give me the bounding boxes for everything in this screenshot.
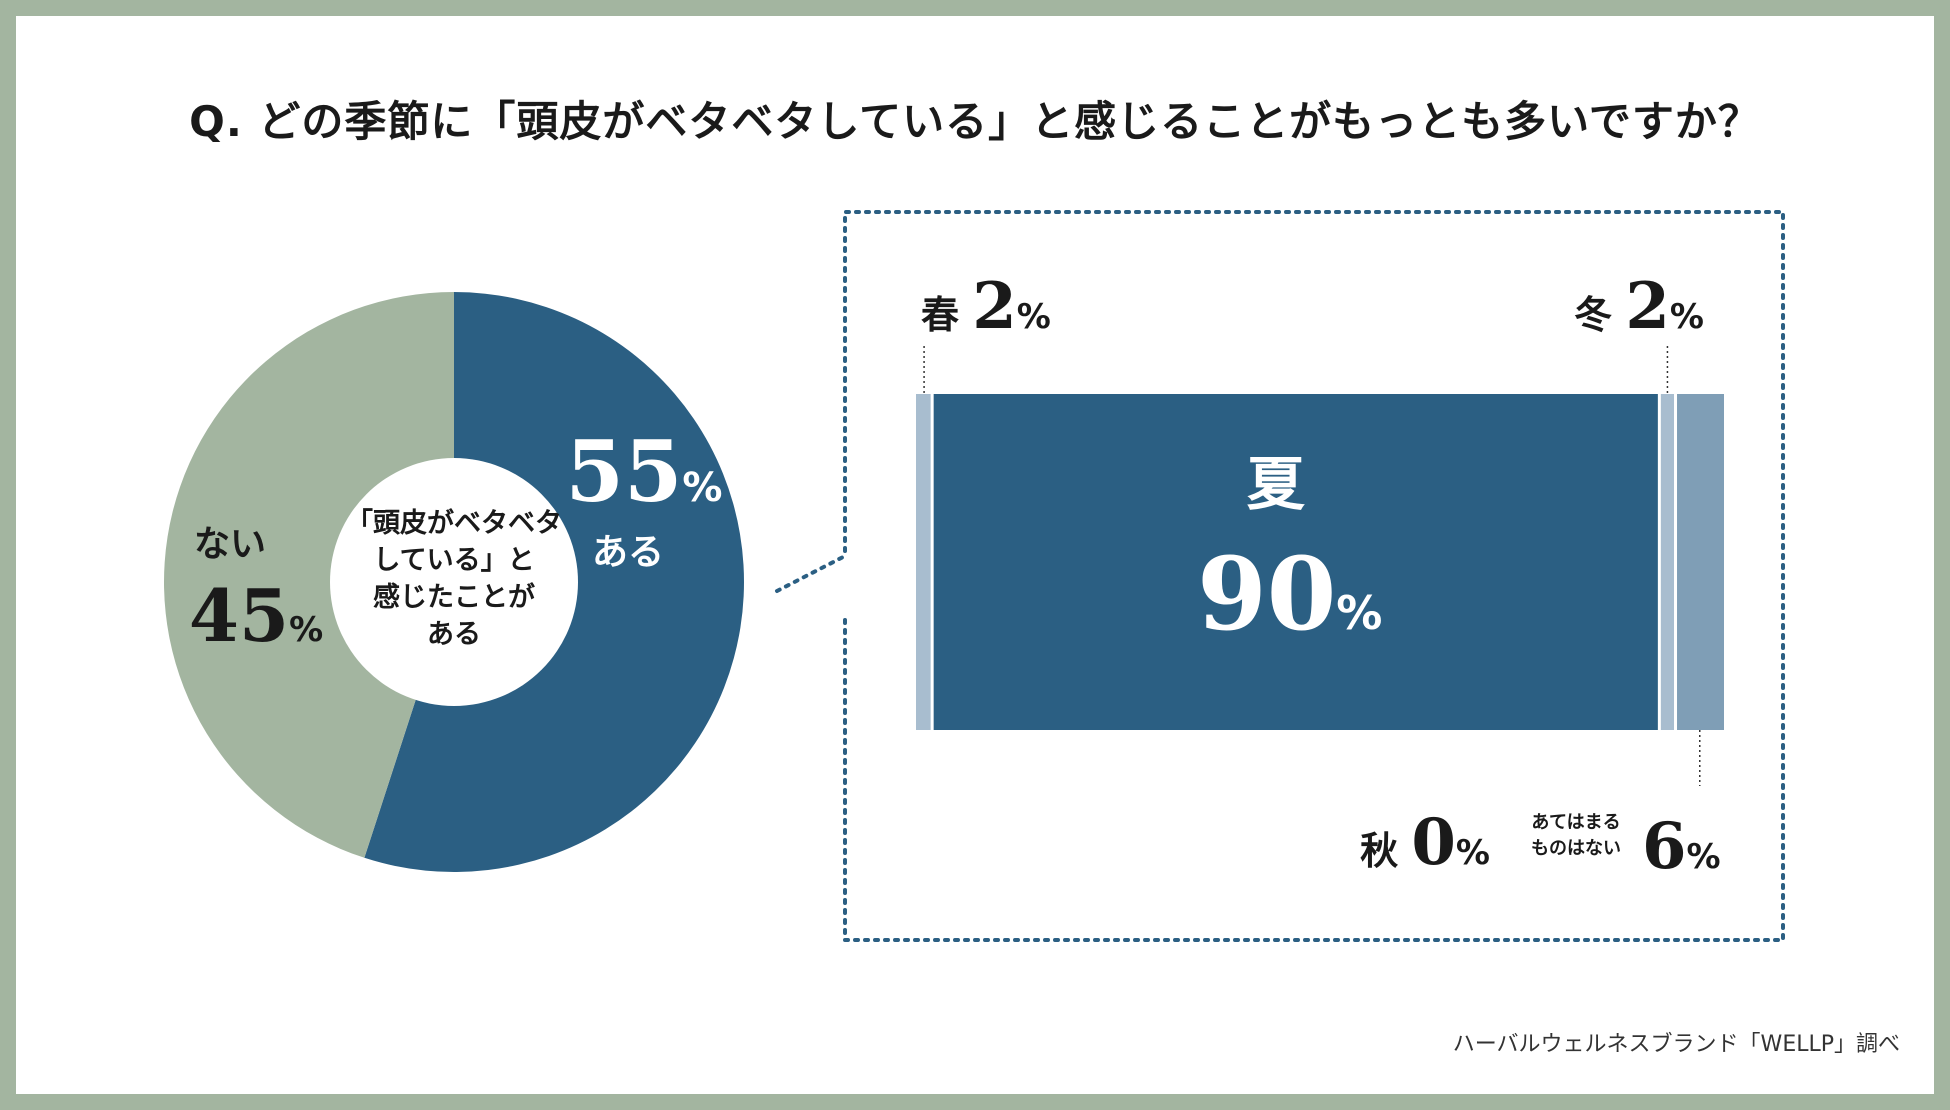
pie-label-yes-text: ある [592, 532, 664, 573]
pie-label-no-unit: % [289, 610, 323, 650]
bar-segment-spring [916, 394, 933, 730]
pie-label-yes-unit: % [682, 465, 722, 511]
pie-label-yes-value: 55 [566, 422, 683, 521]
donut-center-label-line: 「頭皮がベタベタ [346, 507, 562, 539]
callout-dotted-border [843, 210, 1785, 942]
bar-label-spring-unit: % [1017, 297, 1051, 337]
bar-segment-winter [1659, 394, 1676, 730]
donut-center-label-line: ある [427, 619, 481, 650]
bar-label-winter-category: 冬 [1574, 293, 1625, 337]
bar-label-summer: 90% [1197, 535, 1382, 653]
pie-label-no: 45% [189, 573, 323, 658]
source-note: ハーバルウェルネスブランド「WELLP」調べ [1452, 1032, 1900, 1057]
bar-label-autumn-unit: % [1456, 833, 1490, 873]
bar-label-winter-value: 2 [1625, 269, 1670, 344]
bar-label-winter-unit: % [1670, 297, 1704, 337]
bar-label-autumn-category: 秋 [1360, 829, 1411, 873]
callout-connector [775, 554, 847, 593]
bar-label-summer-unit: % [1336, 586, 1382, 640]
pie-label-no-text: ない [194, 524, 266, 565]
bar-label-spring: 春 2% [921, 269, 1051, 344]
bar-label-none-of-these-line: ものはない [1531, 838, 1621, 859]
bar-label-summer-value: 90 [1197, 535, 1336, 653]
bar-label-none-of-these-unit: % [1687, 837, 1721, 877]
bar-label-none-of-these-value: 6 [1642, 809, 1687, 884]
bar-label-spring-value: 2 [972, 269, 1017, 344]
bar-label-none-of-these-line: あてはまる [1531, 812, 1620, 833]
pie-label-no-value: 45 [189, 573, 289, 658]
bar-segment-summer [932, 394, 1660, 730]
bar-label-autumn-value: 0 [1411, 805, 1456, 880]
pie-slice-no [163, 292, 454, 858]
pie-label-yes: 55% [566, 422, 723, 521]
bar-label-spring-category: 春 [921, 293, 972, 337]
bar-segment-none-of-these [1675, 394, 1724, 730]
donut-center-label-line: している」と [373, 545, 534, 576]
bar-label-summer-category: 夏 [1247, 450, 1306, 518]
bar-label-none-of-these: 6% [1642, 809, 1721, 884]
question-title: Q. どの季節に「頭皮がベタベタしている」と感じることがもっとも多いですか？ [189, 97, 1761, 146]
bar-label-winter: 冬 2% [1574, 269, 1704, 344]
donut-center-label-line: 感じたことが [373, 581, 535, 613]
donut-hole [330, 458, 578, 706]
chart-frame: Q. どの季節に「頭皮がベタベタしている」と感じることがもっとも多いですか？ 「… [16, 16, 1934, 1094]
bar-label-autumn: 秋 0% [1360, 805, 1490, 880]
